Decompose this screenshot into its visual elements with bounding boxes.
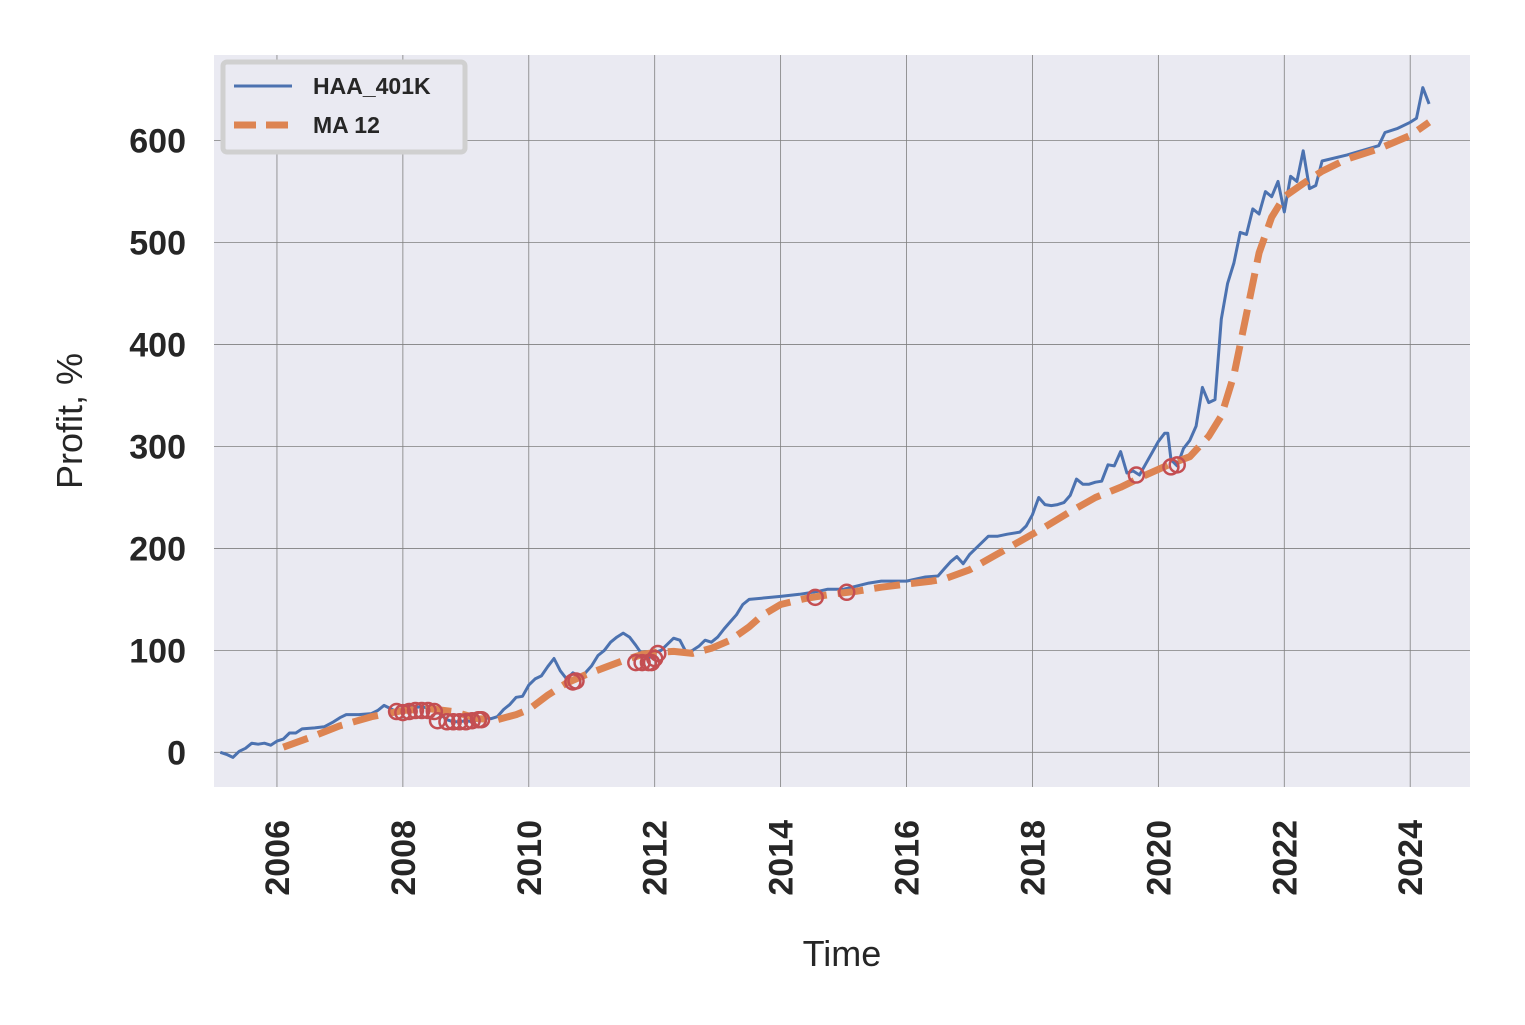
crossing-marker bbox=[450, 713, 469, 731]
crossing-marker bbox=[567, 672, 585, 690]
crossing-marker bbox=[419, 701, 437, 720]
crossing-marker bbox=[438, 713, 456, 731]
y-tick-label: 100 bbox=[129, 632, 186, 670]
crossing-marker bbox=[837, 583, 856, 602]
y-tick-label: 600 bbox=[129, 123, 186, 161]
x-axis-label: Time bbox=[803, 933, 882, 974]
y-tick-labels: 0 100 200 300 400 500 600 bbox=[129, 123, 186, 773]
crossing-marker bbox=[806, 588, 824, 607]
crossing-marker bbox=[649, 644, 667, 663]
x-tick-label: 2014 bbox=[763, 820, 801, 896]
x-tick-label: 2024 bbox=[1392, 820, 1430, 896]
y-tick-label: 300 bbox=[129, 428, 186, 466]
series-line-ma-12 bbox=[282, 119, 1432, 751]
crossing-marker bbox=[444, 713, 462, 731]
x-tick-label: 2022 bbox=[1266, 820, 1304, 896]
y-tick-label: 500 bbox=[129, 225, 186, 263]
crossing-marker bbox=[413, 701, 431, 720]
grid-lines bbox=[214, 55, 1470, 787]
x-tick-label: 2018 bbox=[1014, 820, 1052, 896]
legend-label-ma-12: MA 12 bbox=[313, 112, 380, 138]
x-tick-label: 2010 bbox=[511, 820, 549, 896]
x-tick-label: 2006 bbox=[259, 820, 297, 896]
y-tick-label: 200 bbox=[129, 530, 186, 568]
crossing-marker bbox=[1168, 456, 1186, 474]
legend: HAA_401K MA 12 bbox=[220, 59, 468, 155]
x-tick-label: 2012 bbox=[637, 820, 675, 896]
x-tick-label: 2016 bbox=[889, 820, 927, 896]
crossing-marker bbox=[400, 702, 418, 721]
crossing-marker bbox=[1127, 466, 1146, 484]
crossing-marker bbox=[394, 703, 412, 722]
x-tick-label: 2008 bbox=[385, 820, 423, 896]
y-tick-label: 0 bbox=[167, 734, 186, 772]
crossing-marker bbox=[387, 702, 406, 721]
crossing-markers bbox=[387, 456, 1186, 731]
y-axis-label: Profit, % bbox=[49, 353, 90, 489]
crossing-marker bbox=[472, 710, 491, 729]
x-tick-labels: 2006 2008 2010 2012 2014 2016 2018 2020 2022 2024 bbox=[259, 820, 1430, 896]
legend-label-haa-401k: HAA_401K bbox=[313, 73, 431, 99]
y-tick-label: 400 bbox=[129, 327, 186, 365]
crossing-marker bbox=[463, 711, 481, 730]
plot-background bbox=[214, 55, 1470, 787]
x-tick-label: 2020 bbox=[1140, 820, 1178, 896]
crossing-marker bbox=[425, 702, 444, 721]
crossing-marker bbox=[406, 701, 425, 720]
